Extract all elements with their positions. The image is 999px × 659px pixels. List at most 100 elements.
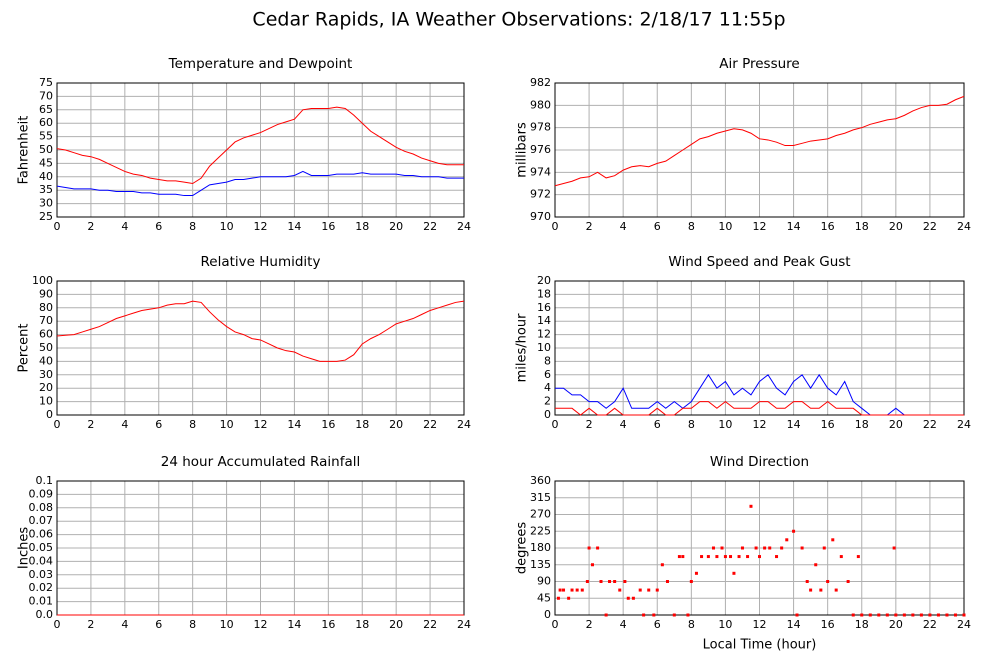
- y-axis-label: Fahrenheit: [17, 116, 32, 185]
- y-tick-label: 180: [530, 541, 551, 554]
- data-point: [785, 538, 789, 542]
- data-point: [953, 613, 957, 617]
- x-tick-label: 18: [355, 418, 369, 431]
- y-axis-label: miles/hour: [515, 313, 530, 382]
- plot-frame: [56, 280, 465, 416]
- x-tick-label: 16: [321, 418, 335, 431]
- y-tick-label: 25: [39, 210, 53, 223]
- data-point: [660, 563, 664, 567]
- x-tick-label: 16: [321, 220, 335, 233]
- x-tick-label: 18: [855, 220, 869, 233]
- data-point: [585, 580, 589, 583]
- x-tick-label: 20: [389, 220, 403, 233]
- x-tick-label: 18: [355, 220, 369, 233]
- data-point: [681, 555, 685, 559]
- x-tick-label: 12: [753, 220, 767, 233]
- x-tick-label: 22: [923, 418, 937, 431]
- y-tick-label: 0.08: [29, 501, 54, 514]
- x-tick-label: 22: [423, 418, 437, 431]
- data-point: [599, 580, 603, 583]
- y-tick-label: 0.01: [29, 595, 54, 608]
- data-point: [729, 555, 733, 559]
- data-point: [575, 588, 579, 592]
- x-tick-label: 20: [889, 418, 903, 431]
- data-point: [570, 588, 574, 592]
- data-point: [746, 555, 750, 559]
- x-tick-label: 2: [87, 618, 94, 631]
- data-point: [877, 613, 881, 617]
- y-tick-label: 50: [39, 143, 53, 156]
- x-tick-label: 22: [423, 618, 437, 631]
- y-tick-label: 60: [39, 328, 53, 341]
- x-tick-label: 22: [923, 220, 937, 233]
- y-tick-label: 976: [530, 143, 551, 156]
- data-point: [822, 546, 826, 550]
- data-point: [902, 613, 906, 617]
- data-point: [618, 588, 622, 592]
- x-tick-label: 4: [620, 618, 627, 631]
- data-point: [613, 580, 617, 583]
- x-tick-label: 12: [753, 418, 767, 431]
- data-point: [831, 538, 835, 542]
- x-tick-label: 2: [586, 418, 593, 431]
- y-tick-label: 0: [544, 608, 551, 621]
- data-point: [936, 613, 940, 617]
- y-tick-label: 55: [39, 130, 53, 143]
- data-point: [945, 613, 949, 617]
- x-tick-label: 18: [855, 418, 869, 431]
- x-tick-label: 12: [753, 618, 767, 631]
- y-tick-label: 16: [537, 301, 551, 314]
- x-tick-label: 6: [155, 220, 162, 233]
- data-point: [834, 588, 838, 592]
- y-tick-label: 8: [544, 354, 551, 367]
- y-tick-label: 75: [39, 76, 53, 89]
- x-tick-label: 6: [654, 418, 661, 431]
- x-tick-label: 20: [389, 618, 403, 631]
- x-tick-label: 14: [287, 220, 301, 233]
- y-axis-label: Percent: [17, 324, 32, 373]
- x-tick-label: 16: [821, 220, 835, 233]
- x-tick-label: 0: [552, 220, 559, 233]
- x-tick-label: 14: [787, 618, 801, 631]
- y-tick-label: 0.07: [29, 514, 54, 527]
- y-tick-label: 980: [530, 98, 551, 111]
- y-tick-label: 0.1: [36, 474, 54, 487]
- x-tick-label: 0: [54, 220, 61, 233]
- data-line: [554, 95, 965, 187]
- data-point: [677, 555, 681, 559]
- x-tick-label: 8: [688, 418, 695, 431]
- data-point: [819, 588, 823, 592]
- data-point: [911, 613, 915, 617]
- x-tick-label: 16: [821, 418, 835, 431]
- x-tick-label: 8: [189, 618, 196, 631]
- plot-frame: [56, 82, 465, 218]
- data-point: [851, 613, 855, 617]
- y-tick-label: 20: [537, 274, 551, 287]
- y-tick-label: 40: [39, 354, 53, 367]
- y-tick-label: 0.09: [29, 487, 54, 500]
- data-point: [814, 563, 818, 567]
- y-tick-label: 14: [537, 314, 551, 327]
- x-tick-label: 4: [620, 418, 627, 431]
- data-point: [846, 580, 850, 583]
- y-tick-label: 315: [530, 491, 551, 504]
- x-tick-label: 24: [957, 418, 971, 431]
- x-tick-label: 2: [87, 220, 94, 233]
- data-point: [590, 563, 594, 567]
- y-tick-label: 972: [530, 188, 551, 201]
- data-point: [608, 580, 612, 583]
- x-tick-label: 6: [654, 618, 661, 631]
- y-tick-label: 60: [39, 116, 53, 129]
- x-tick-label: 2: [586, 618, 593, 631]
- page-title: Cedar Rapids, IA Weather Observations: 2…: [252, 9, 785, 31]
- x-tick-label: 4: [620, 220, 627, 233]
- x-tick-label: 12: [254, 418, 268, 431]
- data-point: [839, 555, 843, 559]
- y-tick-label: 20: [39, 381, 53, 394]
- x-tick-label: 16: [821, 618, 835, 631]
- x-tick-label: 12: [254, 618, 268, 631]
- data-point: [758, 555, 761, 559]
- y-tick-label: 0.02: [29, 581, 54, 594]
- x-tick-label: 24: [957, 220, 971, 233]
